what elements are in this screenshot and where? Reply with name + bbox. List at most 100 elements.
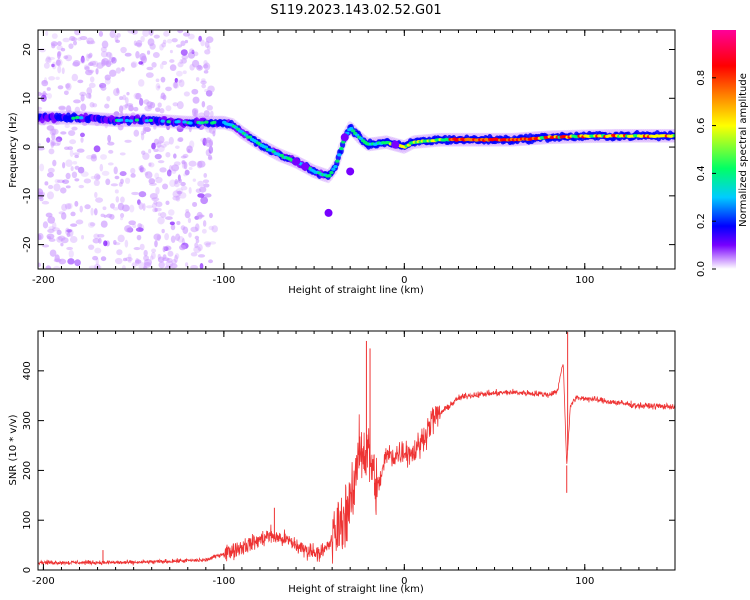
spectrogram-noise-blob [180,155,187,159]
spectrogram-noise-blob [145,205,154,209]
spectrogram-noise-blob [191,49,195,54]
spectrogram-noise-blob [70,211,76,217]
spectrogram-noise-blob [148,30,154,36]
spectrogram-noise-blob [202,64,209,69]
spectrogram-noise-blob [58,106,66,112]
spectrogram-noise-blob [60,187,67,194]
spectrogram-noise-blob [71,73,79,82]
spectrogram-noise-blob [53,183,61,192]
spectrogram-noise-blob [107,134,112,143]
spectrogram-noise-blob [170,235,176,243]
spectrogram-noise-blob [169,179,176,188]
spectrogram-noise-blob [199,186,207,193]
spectrogram-noise-blob [155,201,163,208]
spectrogram-noise-blob [171,164,180,172]
spectrogram-noise-blob [184,169,190,176]
spectrogram-noise-blob [79,205,83,213]
spectrogram-hot [79,116,84,120]
spectrogram-noise-blob [124,52,132,57]
spectrogram-noise-blob [200,39,205,47]
spectrogram-noise-blob [45,30,49,36]
spectrogram-noise-blob [82,122,88,126]
spectrogram-noise-blob [169,59,175,63]
spectrogram-noise-blob [208,145,214,154]
spectrogram-noise-blob [175,188,184,194]
spectrogram-hot [337,153,342,157]
spectrogram-noise-blob [67,130,76,136]
spectrogram-noise-blob [113,166,118,175]
spectrogram-xtick-label: 100 [575,275,594,286]
spectrogram-noise-blob [197,243,203,252]
spectrogram-noise-blob [106,95,111,102]
spectrogram-noise-blob [199,262,204,269]
spectrogram-noise-blob [66,229,73,233]
colorbar-tick-label: 0.4 [696,165,707,181]
spectrogram-hot [166,120,171,124]
spectrogram-noise-blob [159,108,165,114]
spectrogram-noise-blob [52,222,57,230]
spectrogram-noise-blob [115,39,121,43]
spectrogram-noise-blob [157,145,165,153]
spectrogram-noise-blob [115,67,122,74]
spectrogram-noise-blob [100,154,107,160]
spectrogram-noise-blob [178,178,182,183]
spectrogram-noise-blob [39,163,45,172]
spectrogram-noise-blob [155,107,161,113]
spectrogram-noise-blob [124,239,129,248]
spectrogram-noise-blob [162,246,166,253]
spectrogram-noise-blob [125,97,129,105]
spectrogram-noise-blob [119,96,124,101]
snr-ytick-label: 0 [22,567,33,573]
spectrogram-noise-blob [39,191,46,198]
spectrogram-noise-blob [62,162,66,169]
spectrogram-noise-blob [187,217,192,224]
spectrogram-noise-blob [48,148,55,155]
spectrogram-noise-blob [89,40,96,45]
spectrogram-noise-blob [108,56,116,63]
spectrogram-noise-blob [130,61,138,68]
spectrogram-noise-blob [206,105,213,111]
spectrogram-noise-blob [89,102,95,108]
spectrogram-noise-blob [148,162,155,168]
spectrogram-noise-blob [177,137,184,142]
spectrogram-noise-blob [148,162,152,167]
spectrogram-noise-blob [136,39,143,48]
snr-ytick-label: 100 [22,511,33,530]
spectrogram-noise-blob [172,190,180,198]
spectrogram-noise-blob [149,192,158,200]
spectrogram-noise-blob [139,165,144,173]
spectrogram-noise-blob [111,57,117,64]
spectrogram-noise-blob [126,91,130,96]
spectrogram-noise-blob [133,106,139,112]
spectrogram-noise-blob [94,191,98,199]
spectrogram-noise-blob [120,196,125,203]
spectrogram-noise-blob [186,145,193,154]
spectrogram-noise-blob [95,174,101,180]
spectrogram-noise-blob [57,65,62,74]
spectrogram-noise-blob [137,223,143,229]
spectrogram-noise-blob [142,126,147,135]
spectrogram-noise-blob [176,125,184,133]
spectrogram-noise-blob [38,142,41,147]
spectrogram-noise-blob [134,259,142,264]
spectrogram-noise-blob [65,83,70,89]
spectrogram-noise-blob [165,151,171,158]
spectrogram-blob [301,162,310,171]
spectrogram-noise-blob [97,233,105,238]
spectrogram-noise-blob [57,41,62,46]
spectrogram-noise-blob [100,50,108,58]
spectrogram-noise-blob [110,183,119,187]
spectrogram-noise-blob [99,163,104,172]
snr-xlabel: Height of straight line (km) [288,584,424,595]
spectrogram-noise-blob [148,148,152,154]
spectrogram-noise-blob [84,66,90,71]
spectrogram-noise-blob [182,70,187,75]
spectrogram-noise-blob [90,175,96,180]
spectrogram-noise-blob [143,266,148,269]
spectrogram-noise-blob [92,237,100,244]
spectrogram-noise-blob [160,76,166,83]
spectrogram-noise-blob [169,221,175,226]
spectrogram-noise-blob [151,203,157,209]
spectrogram-noise-blob [180,40,186,47]
spectrogram-noise-blob [142,203,146,211]
